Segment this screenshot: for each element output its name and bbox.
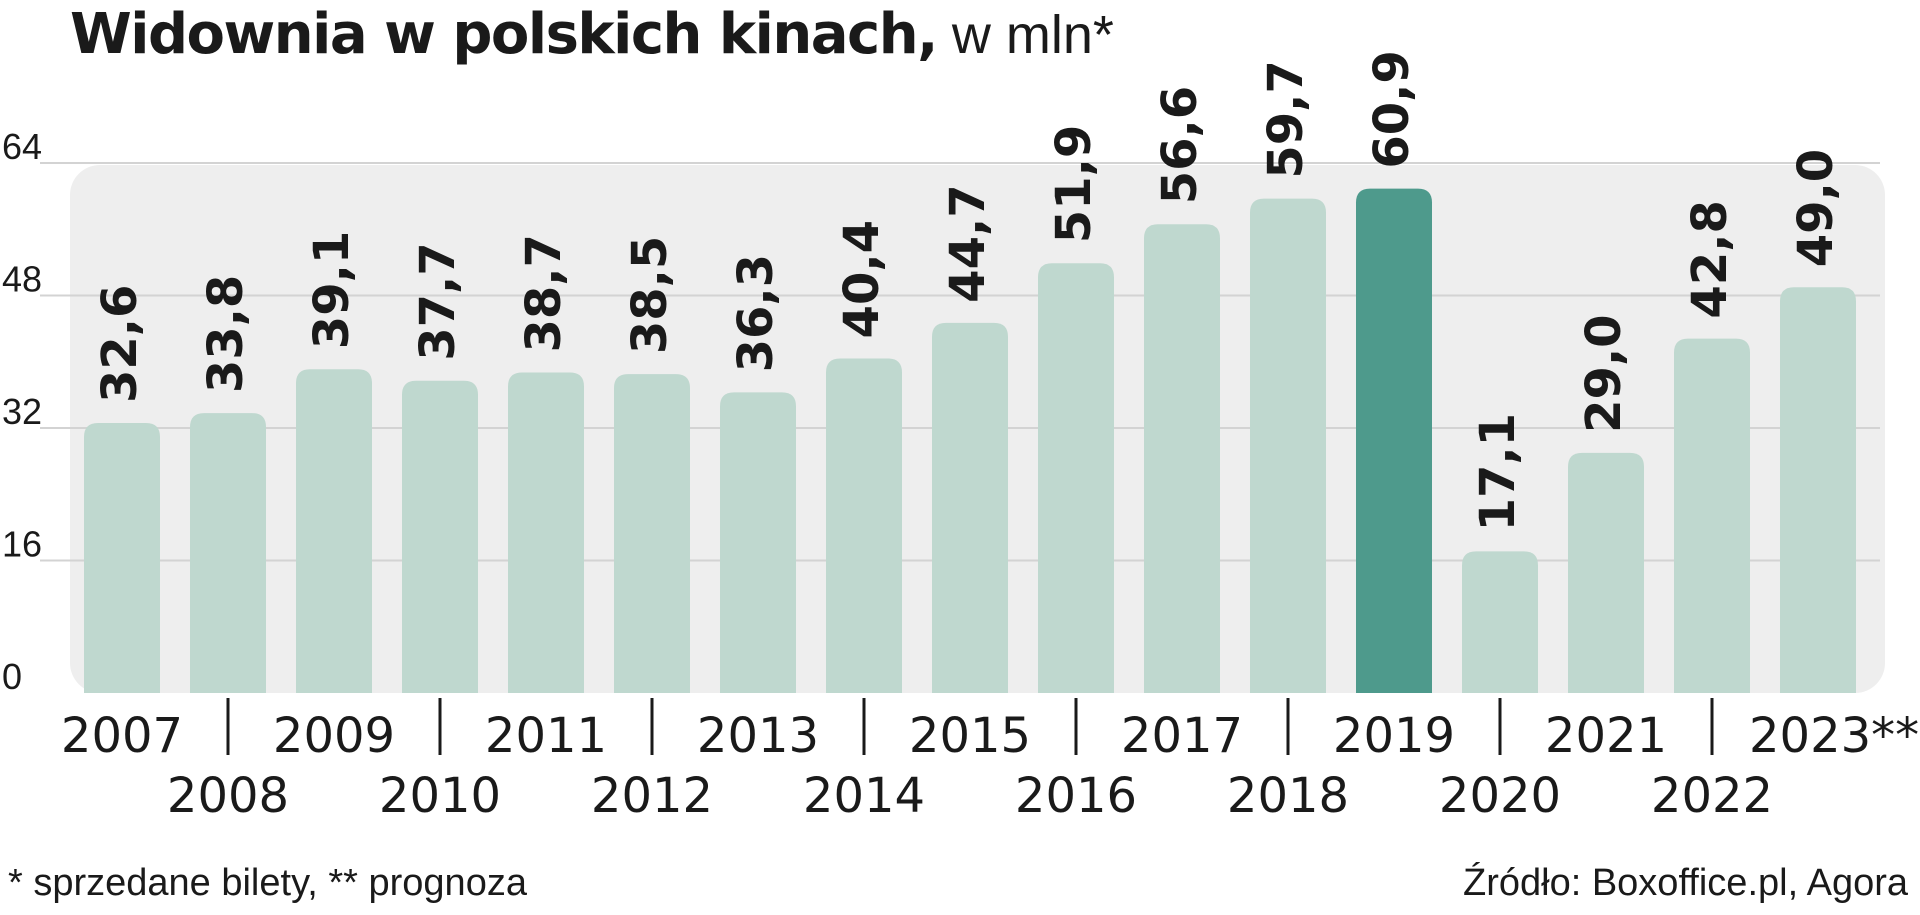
y-tick-label: 32 bbox=[2, 391, 42, 432]
bar-value-label: 44,7 bbox=[940, 184, 996, 302]
bar bbox=[1568, 452, 1644, 693]
y-axis: 0 16 32 48 64 bbox=[2, 126, 42, 697]
x-tick-label: 2018 bbox=[1227, 768, 1349, 824]
bar-value-label: 59,7 bbox=[1258, 60, 1314, 178]
bar-value-label: 17,1 bbox=[1470, 413, 1526, 531]
x-tick-label: 2014 bbox=[803, 768, 925, 824]
bar bbox=[1674, 338, 1750, 693]
bar-chart: 32,6 33,8 39,1 37,7 38,7 38,5 36,3 40,4 44,7 51,9… bbox=[2, 50, 1919, 824]
bar bbox=[402, 380, 478, 693]
bar bbox=[932, 322, 1008, 693]
bar-value-label: 49,0 bbox=[1788, 149, 1844, 267]
x-tick-label: 2007 bbox=[61, 708, 183, 764]
bar bbox=[720, 392, 796, 693]
bar-value-label: 38,5 bbox=[622, 236, 678, 354]
x-tick-label: 2020 bbox=[1439, 768, 1561, 824]
y-tick-label: 48 bbox=[2, 259, 42, 300]
bar-value-label: 42,8 bbox=[1682, 200, 1738, 318]
y-tick-label: 64 bbox=[2, 126, 42, 167]
x-tick-label: 2010 bbox=[379, 768, 501, 824]
bar bbox=[84, 423, 160, 693]
bars: 32,6 33,8 39,1 37,7 38,7 38,5 36,3 40,4 44,7 51,9… bbox=[84, 50, 1856, 693]
x-tick-label: 2017 bbox=[1121, 708, 1243, 764]
bar-value-label: 40,4 bbox=[834, 220, 890, 338]
bar-value-label: 36,3 bbox=[728, 254, 784, 372]
bar bbox=[614, 374, 690, 693]
x-tick-label: 2015 bbox=[909, 708, 1031, 764]
bar-value-label: 33,8 bbox=[198, 275, 254, 393]
bar-value-label: 39,1 bbox=[304, 231, 360, 349]
bar-value-label: 38,7 bbox=[516, 234, 572, 352]
x-tick-label: 2022 bbox=[1651, 768, 1773, 824]
bar-value-label: 56,6 bbox=[1152, 86, 1208, 204]
bar bbox=[1356, 188, 1432, 693]
bar bbox=[508, 372, 584, 693]
bar-value-label: 32,6 bbox=[92, 285, 148, 403]
x-tick-label: 2023** bbox=[1749, 708, 1919, 764]
x-tick-label: 2009 bbox=[273, 708, 395, 764]
chart-title: Widownia w polskich kinach, w mln* bbox=[70, 2, 1114, 67]
x-tick-label: 2012 bbox=[591, 768, 713, 824]
x-tick-label: 2013 bbox=[697, 708, 819, 764]
bar bbox=[1780, 287, 1856, 693]
x-tick-label: 2011 bbox=[485, 708, 607, 764]
bar bbox=[296, 369, 372, 693]
bar-value-label: 29,0 bbox=[1576, 314, 1632, 432]
y-tick-label: 16 bbox=[2, 524, 42, 565]
x-tick-label: 2008 bbox=[167, 768, 289, 824]
chart-title-main: Widownia w polskich kinach, bbox=[70, 2, 938, 67]
x-tick-label: 2016 bbox=[1015, 768, 1137, 824]
bar-value-label: 51,9 bbox=[1046, 125, 1102, 243]
bar bbox=[1144, 224, 1220, 693]
y-tick-label: 0 bbox=[2, 656, 22, 697]
bar bbox=[1250, 198, 1326, 693]
bar bbox=[1462, 551, 1538, 693]
bar bbox=[826, 358, 902, 693]
source-note: Źródło: Boxoffice.pl, Agora bbox=[1463, 862, 1908, 904]
x-tick-label: 2019 bbox=[1333, 708, 1455, 764]
x-tick-label: 2021 bbox=[1545, 708, 1667, 764]
bar bbox=[1038, 263, 1114, 693]
bar bbox=[190, 413, 266, 693]
bar-value-label: 60,9 bbox=[1364, 50, 1420, 168]
chart-title-unit: w mln* bbox=[936, 5, 1114, 65]
x-axis: 2007200820092010201120122013201420152016… bbox=[61, 698, 1919, 824]
bar-value-label: 37,7 bbox=[410, 242, 466, 360]
footnote: * sprzedane bilety, ** prognoza bbox=[8, 862, 527, 904]
